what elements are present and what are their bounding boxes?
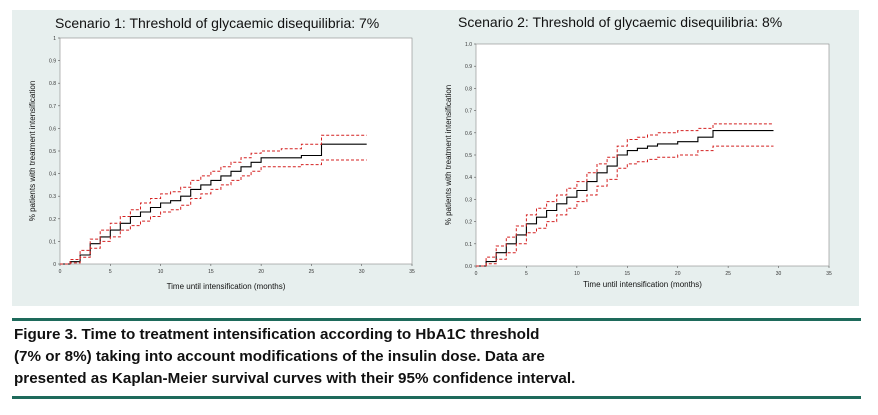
caption-line: presented as Kaplan-Meier survival curve… xyxy=(14,370,576,387)
x-tick-label: 0 xyxy=(59,269,62,275)
y-tick-label: 0.7 xyxy=(465,109,472,115)
caption-rule-bottom xyxy=(12,396,861,399)
chart-1-title: Scenario 1: Threshold of glycaemic diseq… xyxy=(55,15,380,31)
x-tick-label: 25 xyxy=(725,271,731,277)
plot-area xyxy=(475,43,830,267)
y-tick-label: 0.0 xyxy=(465,264,472,270)
y-tick-label: 0.2 xyxy=(49,217,56,223)
chart-1: 00.10.20.30.40.50.60.70.80.910 5 10 15 20 25 3… xyxy=(28,36,415,291)
x-tick-label: 20 xyxy=(675,271,681,277)
caption-rule-top xyxy=(12,318,861,321)
caption-line: Figure 3. Time to treatment intensificat… xyxy=(14,326,540,343)
y-tick-label: 0.6 xyxy=(49,126,56,132)
chart-2: 0.0 0.1 0.2 0.3 0.4 0.5 0.6 0.7 0.8 0.9 1.0 0 5 10 15 2… xyxy=(444,42,832,289)
y-tick-label: 0.8 xyxy=(465,86,472,92)
y-tick-label: 0.1 xyxy=(49,239,56,245)
y-tick-label: 1 xyxy=(53,36,56,42)
y-tick-label: 0.4 xyxy=(49,172,56,178)
y-axis-label: % patients with treatment intensificatio… xyxy=(444,85,453,226)
x-tick-label: 5 xyxy=(525,271,528,277)
y-tick-label: 1.0 xyxy=(465,42,472,48)
x-tick-label: 35 xyxy=(826,271,832,277)
y-tick-label: 0.6 xyxy=(465,131,472,137)
x-tick-label: 15 xyxy=(625,271,631,277)
x-tick-label: 25 xyxy=(309,269,315,275)
x-tick-label: 10 xyxy=(158,269,164,275)
y-axis-label: % patients with treatment intensificatio… xyxy=(28,81,37,222)
x-tick-label: 10 xyxy=(574,271,580,277)
y-tick-label: 0.9 xyxy=(465,64,472,70)
chart-2-title: Scenario 2: Threshold of glycaemic diseq… xyxy=(458,14,783,30)
x-axis-label: Time until intensification (months) xyxy=(583,280,702,289)
x-tick-label: 30 xyxy=(776,271,782,277)
x-tick-label: 15 xyxy=(208,269,214,275)
y-tick-label: 0.1 xyxy=(465,242,472,248)
y-tick-label: 0.8 xyxy=(49,81,56,87)
y-tick-label: 0.3 xyxy=(465,197,472,203)
y-tick-label: 0.3 xyxy=(49,194,56,200)
y-tick-label: 0.5 xyxy=(49,149,56,155)
x-axis-label: Time until intensification (months) xyxy=(167,282,286,291)
km-estimate-line xyxy=(476,130,774,267)
ci-lower-line xyxy=(60,159,367,265)
y-tick-label: 0.2 xyxy=(465,220,472,226)
x-tick-label: 0 xyxy=(475,271,478,277)
ci-upper-line xyxy=(476,123,774,267)
ci-lower-line xyxy=(476,145,774,267)
y-tick-label: 0.9 xyxy=(49,59,56,65)
y-tick-label: 0 xyxy=(53,262,56,268)
x-tick-label: 35 xyxy=(409,269,415,275)
plot-area xyxy=(59,37,413,265)
y-tick-label: 0.4 xyxy=(465,175,472,181)
x-tick-label: 30 xyxy=(359,269,365,275)
caption-line: (7% or 8%) taking into account modificat… xyxy=(14,348,545,365)
figure-caption: Figure 3. Time to treatment intensificat… xyxy=(14,324,714,390)
y-tick-label: 0.7 xyxy=(49,104,56,110)
x-tick-label: 5 xyxy=(109,269,112,275)
y-tick-label: 0.5 xyxy=(465,153,472,159)
ci-upper-line xyxy=(60,134,367,265)
x-tick-label: 20 xyxy=(258,269,264,275)
